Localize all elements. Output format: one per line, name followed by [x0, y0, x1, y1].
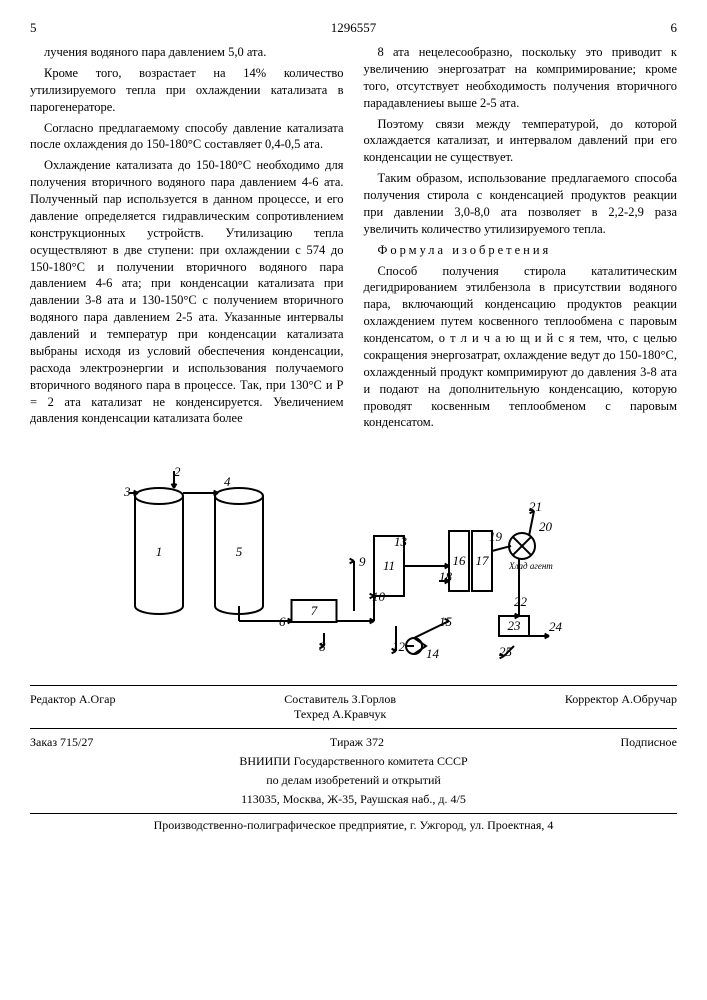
svg-text:2: 2 — [174, 464, 181, 479]
paragraph: 8 ата нецелесообразно, поскольку это при… — [364, 44, 678, 112]
order-label: Заказ 715/27 — [30, 735, 93, 750]
svg-text:1: 1 — [155, 544, 162, 559]
svg-text:25: 25 — [499, 644, 513, 659]
svg-text:4: 4 — [224, 474, 231, 489]
svg-text:19: 19 — [489, 529, 503, 544]
paragraph: Способ получения стирола каталитическим … — [364, 263, 678, 432]
svg-text:23: 23 — [507, 618, 521, 633]
process-diagram: 1571116172023142346891012131518192122242… — [114, 451, 594, 671]
svg-text:10: 10 — [372, 589, 386, 604]
footer: Редактор А.Огар Составитель З.Горлов Тех… — [30, 685, 677, 833]
corrector-label: Корректор А.Обручар — [565, 692, 677, 722]
svg-text:11: 11 — [382, 558, 394, 573]
editor-label: Редактор А.Огар — [30, 692, 115, 722]
paragraph: Согласно предлагаемому способу давление … — [30, 120, 344, 154]
paragraph: Кроме того, возрастает на 14% количество… — [30, 65, 344, 116]
svg-text:7: 7 — [310, 603, 317, 618]
svg-text:6: 6 — [279, 614, 286, 629]
svg-text:15: 15 — [439, 614, 453, 629]
svg-text:Хлад агент: Хлад агент — [508, 561, 553, 571]
address-line: 113035, Москва, Ж-35, Раушская наб., д. … — [30, 790, 677, 809]
svg-text:8: 8 — [319, 639, 326, 654]
org-line-2: по делам изобретений и открытий — [30, 771, 677, 790]
svg-text:21: 21 — [529, 499, 542, 514]
subscription-label: Подписное — [621, 735, 678, 750]
svg-text:5: 5 — [235, 544, 242, 559]
footer-credits-row: Редактор А.Огар Составитель З.Горлов Тех… — [30, 690, 677, 724]
svg-text:24: 24 — [549, 619, 563, 634]
footer-order-row: Заказ 715/27 Тираж 372 Подписное — [30, 733, 677, 752]
text-columns: лучения водяного пара давлением 5,0 ата.… — [30, 44, 677, 435]
paragraph: Поэтому связи между температурой, до кот… — [364, 116, 678, 167]
paragraph: Таким образом, использование предлагаемо… — [364, 170, 678, 238]
compiler-label: Составитель З.Горлов — [284, 692, 396, 706]
techred-label: Техред А.Кравчук — [294, 707, 386, 721]
svg-text:18: 18 — [439, 569, 453, 584]
column-number-right: 6 — [671, 20, 678, 36]
printer-line: Производственно-полиграфическое предприя… — [30, 813, 677, 833]
svg-text:14: 14 — [426, 646, 440, 661]
svg-text:13: 13 — [394, 534, 408, 549]
svg-text:3: 3 — [123, 484, 131, 499]
page: 5 1296557 6 лучения водяного пара давлен… — [0, 0, 707, 843]
svg-text:20: 20 — [539, 519, 553, 534]
svg-text:9: 9 — [359, 554, 366, 569]
svg-text:16: 16 — [452, 553, 466, 568]
right-column: 8 ата нецелесообразно, поскольку это при… — [364, 44, 678, 435]
org-line-1: ВНИИПИ Государственного комитета СССР — [30, 752, 677, 771]
paragraph: лучения водяного пара давлением 5,0 ата. — [30, 44, 344, 61]
formula-heading: Формула изобретения — [364, 242, 678, 259]
header-row: 5 1296557 6 — [30, 20, 677, 36]
paragraph: Охлаждение катализата до 150-180°С необх… — [30, 157, 344, 427]
svg-text:12: 12 — [392, 639, 406, 654]
left-column: лучения водяного пара давлением 5,0 ата.… — [30, 44, 344, 435]
svg-text:17: 17 — [475, 553, 489, 568]
tirazh-label: Тираж 372 — [330, 735, 384, 750]
svg-text:22: 22 — [514, 594, 528, 609]
document-number: 1296557 — [37, 20, 671, 36]
